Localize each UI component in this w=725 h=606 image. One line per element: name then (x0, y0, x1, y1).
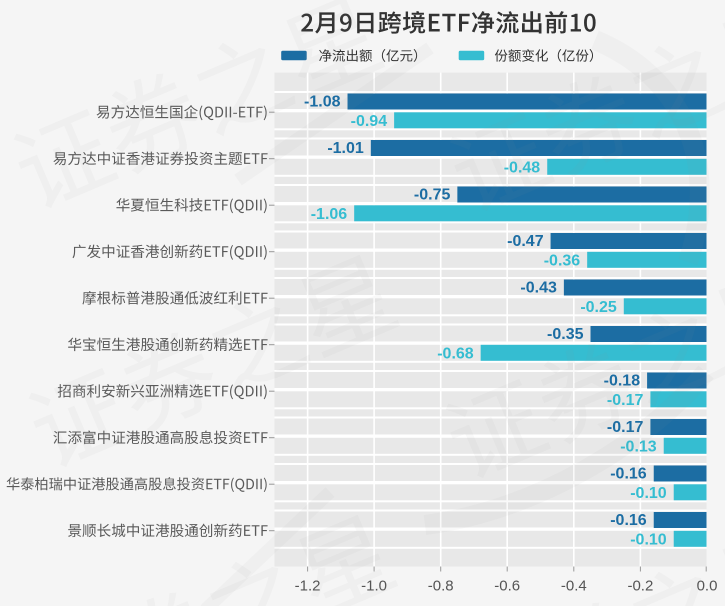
svg-text:-0.4: -0.4 (561, 578, 587, 595)
svg-text:-0.10: -0.10 (630, 531, 667, 548)
svg-text:-0.94: -0.94 (351, 113, 388, 130)
svg-text:-1.08: -1.08 (304, 94, 341, 111)
svg-text:-0.47: -0.47 (507, 233, 544, 250)
svg-text:-0.13: -0.13 (620, 438, 657, 455)
svg-text:-0.68: -0.68 (437, 345, 474, 362)
svg-text:-0.10: -0.10 (630, 485, 667, 502)
svg-text:0.0: 0.0 (697, 578, 718, 595)
svg-text:-0.8: -0.8 (428, 578, 454, 595)
svg-text:-0.36: -0.36 (544, 252, 581, 269)
svg-text:-0.2: -0.2 (627, 578, 653, 595)
svg-text:-0.25: -0.25 (580, 299, 617, 316)
svg-text:-0.16: -0.16 (610, 466, 647, 483)
svg-text:-0.75: -0.75 (414, 187, 451, 204)
svg-text:-0.43: -0.43 (520, 280, 557, 297)
svg-text:-1.01: -1.01 (327, 140, 364, 157)
svg-text:-0.6: -0.6 (494, 578, 520, 595)
svg-text:-0.17: -0.17 (607, 419, 644, 436)
svg-text:-1.06: -1.06 (311, 206, 348, 223)
svg-text:-0.16: -0.16 (610, 512, 647, 529)
svg-text:-0.35: -0.35 (547, 326, 584, 343)
